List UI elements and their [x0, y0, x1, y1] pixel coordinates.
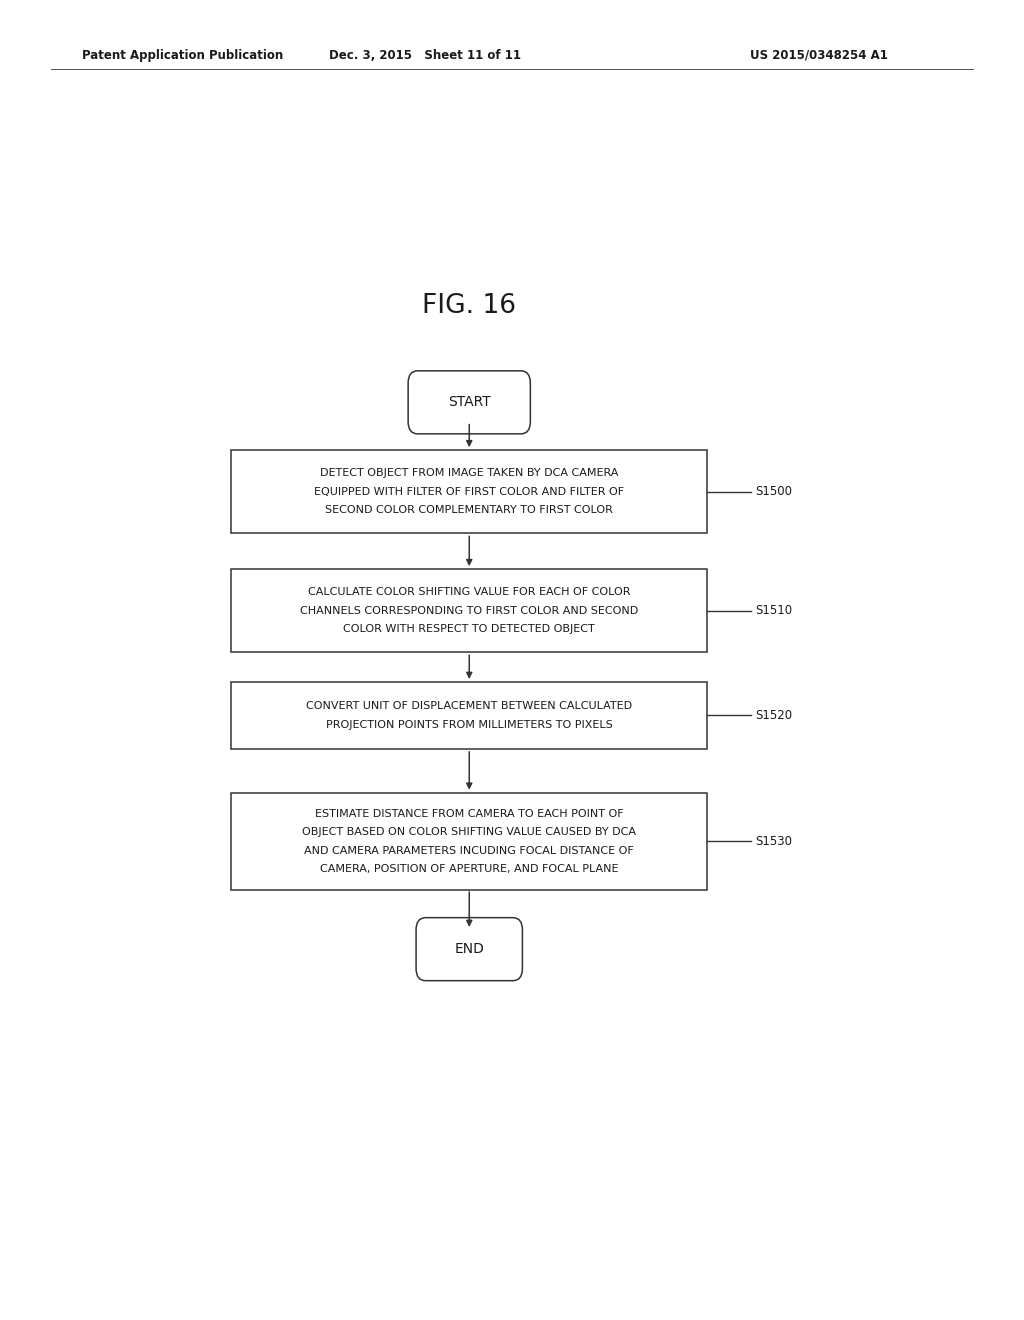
Text: AND CAMERA PARAMETERS INCUDING FOCAL DISTANCE OF: AND CAMERA PARAMETERS INCUDING FOCAL DIS…: [304, 846, 634, 855]
Text: START: START: [447, 395, 490, 409]
Text: S1500: S1500: [755, 486, 792, 498]
Text: EQUIPPED WITH FILTER OF FIRST COLOR AND FILTER OF: EQUIPPED WITH FILTER OF FIRST COLOR AND …: [314, 487, 625, 496]
Text: PROJECTION POINTS FROM MILLIMETERS TO PIXELS: PROJECTION POINTS FROM MILLIMETERS TO PI…: [326, 719, 612, 730]
Text: END: END: [455, 942, 484, 956]
Bar: [231, 682, 708, 748]
Text: ESTIMATE DISTANCE FROM CAMERA TO EACH POINT OF: ESTIMATE DISTANCE FROM CAMERA TO EACH PO…: [315, 809, 624, 818]
Bar: [231, 450, 708, 533]
Text: US 2015/0348254 A1: US 2015/0348254 A1: [751, 49, 888, 62]
Text: SECOND COLOR COMPLEMENTARY TO FIRST COLOR: SECOND COLOR COMPLEMENTARY TO FIRST COLO…: [326, 506, 613, 515]
Text: FIG. 16: FIG. 16: [422, 293, 516, 318]
Text: S1520: S1520: [755, 709, 793, 722]
Text: CALCULATE COLOR SHIFTING VALUE FOR EACH OF COLOR: CALCULATE COLOR SHIFTING VALUE FOR EACH …: [308, 587, 631, 598]
Text: OBJECT BASED ON COLOR SHIFTING VALUE CAUSED BY DCA: OBJECT BASED ON COLOR SHIFTING VALUE CAU…: [302, 828, 636, 837]
Bar: [231, 569, 708, 652]
Text: CAMERA, POSITION OF APERTURE, AND FOCAL PLANE: CAMERA, POSITION OF APERTURE, AND FOCAL …: [319, 863, 618, 874]
Text: Dec. 3, 2015   Sheet 11 of 11: Dec. 3, 2015 Sheet 11 of 11: [329, 49, 521, 62]
Text: S1530: S1530: [755, 836, 792, 847]
Text: CONVERT UNIT OF DISPLACEMENT BETWEEN CALCULATED: CONVERT UNIT OF DISPLACEMENT BETWEEN CAL…: [306, 701, 632, 711]
Text: DETECT OBJECT FROM IMAGE TAKEN BY DCA CAMERA: DETECT OBJECT FROM IMAGE TAKEN BY DCA CA…: [321, 469, 618, 478]
Text: CHANNELS CORRESPONDING TO FIRST COLOR AND SECOND: CHANNELS CORRESPONDING TO FIRST COLOR AN…: [300, 606, 638, 615]
Text: Patent Application Publication: Patent Application Publication: [82, 49, 284, 62]
FancyBboxPatch shape: [409, 371, 530, 434]
Bar: [231, 793, 708, 890]
FancyBboxPatch shape: [416, 917, 522, 981]
Text: S1510: S1510: [755, 605, 793, 618]
Text: COLOR WITH RESPECT TO DETECTED OBJECT: COLOR WITH RESPECT TO DETECTED OBJECT: [343, 624, 595, 634]
